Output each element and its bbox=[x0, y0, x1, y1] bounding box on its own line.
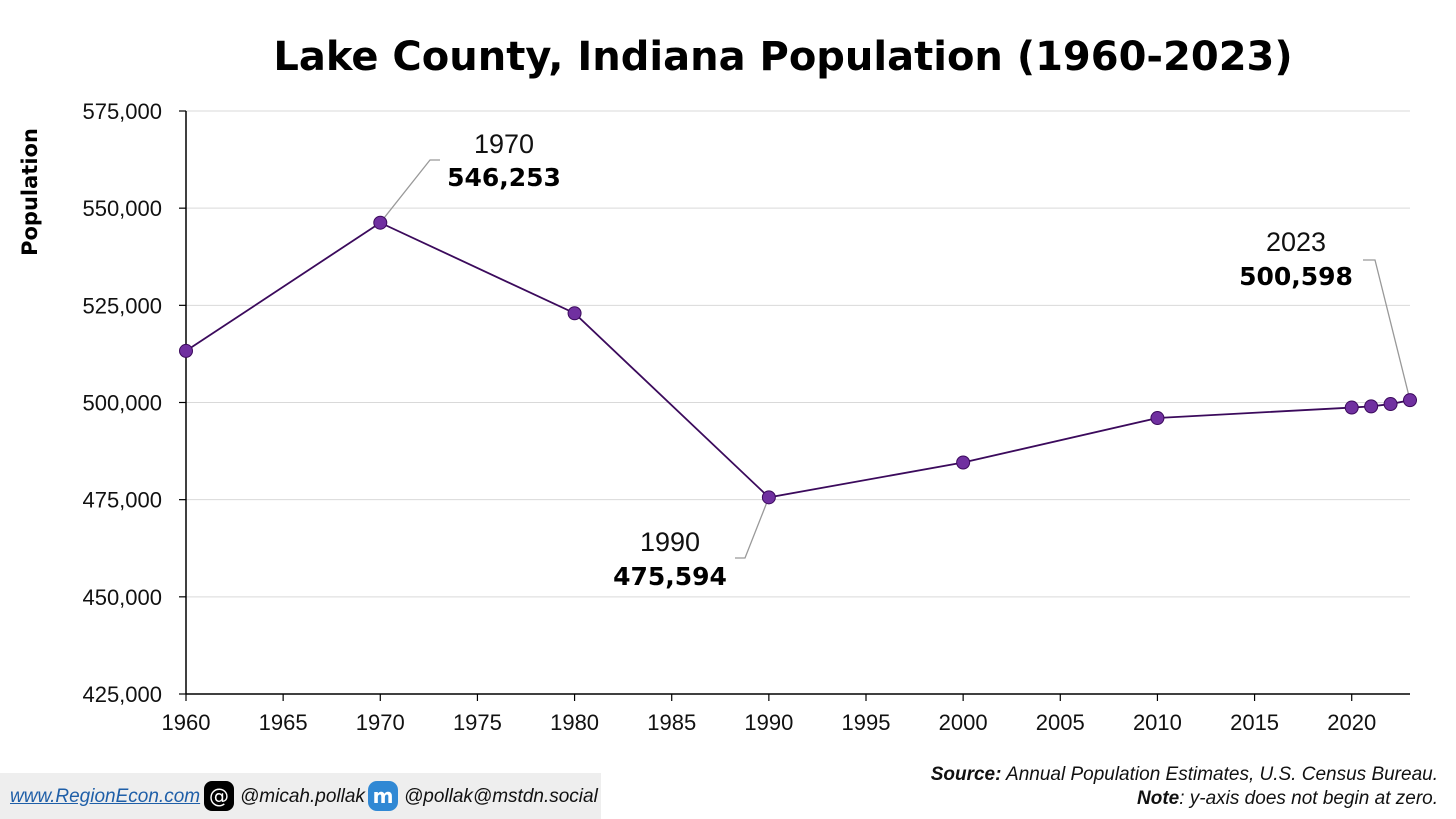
x-tick-label: 1960 bbox=[162, 710, 211, 735]
y-axis-ticks: 425,000 450,000 475,000 500,000 525,000 550,0… bbox=[82, 99, 186, 707]
x-tick-label: 1995 bbox=[842, 710, 891, 735]
y-tick-label: 525,000 bbox=[82, 293, 162, 318]
data-point bbox=[179, 343, 193, 358]
annotation-year-2023: 2023 bbox=[1266, 227, 1326, 257]
threads-handle: @micah.pollak bbox=[240, 786, 365, 807]
annotation-leaders bbox=[379, 159, 1411, 559]
source-label: Source: bbox=[930, 764, 1002, 785]
data-point bbox=[567, 306, 582, 321]
data-point bbox=[1150, 411, 1165, 426]
annotation-year-1970: 1970 bbox=[474, 129, 534, 159]
data-points bbox=[179, 215, 1417, 505]
x-tick-label: 1975 bbox=[453, 710, 502, 735]
data-point bbox=[373, 215, 388, 230]
y-tick-label: 575,000 bbox=[82, 99, 162, 124]
y-tick-label: 425,000 bbox=[82, 682, 162, 707]
annotation-value-1990: 475,594 bbox=[613, 562, 727, 591]
annotation-leader-2023 bbox=[1363, 259, 1411, 401]
x-tick-label: 1970 bbox=[356, 710, 405, 735]
chart-title: Lake County, Indiana Population (1960-20… bbox=[273, 34, 1292, 80]
y-tick-label: 550,000 bbox=[82, 196, 162, 221]
mastodon-handle: @pollak@mstdn.social bbox=[404, 786, 598, 807]
data-point bbox=[956, 455, 971, 470]
threads-icon: @ bbox=[204, 781, 234, 811]
data-point bbox=[761, 490, 776, 505]
source-line: Source: Annual Population Estimates, U.S… bbox=[931, 763, 1438, 787]
annotation-year-1990: 1990 bbox=[640, 527, 700, 557]
data-point bbox=[1364, 399, 1379, 414]
note-text: : y-axis does not begin at zero. bbox=[1179, 788, 1438, 809]
y-tick-label: 450,000 bbox=[82, 585, 162, 610]
x-axis-ticks: 1960 1965 1970 1975 1980 1985 1990 1995 2000 2005… bbox=[162, 694, 1376, 735]
x-tick-label: 1980 bbox=[550, 710, 599, 735]
source-text: Annual Population Estimates, U.S. Census… bbox=[1001, 764, 1438, 785]
y-axis-label: Population bbox=[18, 128, 42, 256]
x-tick-label: 2010 bbox=[1133, 710, 1182, 735]
data-point bbox=[1344, 400, 1359, 415]
x-tick-label: 2005 bbox=[1036, 710, 1085, 735]
data-point bbox=[1403, 393, 1417, 408]
note-line: Note: y-axis does not begin at zero. bbox=[931, 787, 1438, 811]
annotation-value-1970: 546,253 bbox=[447, 163, 561, 192]
series-line bbox=[185, 221, 1411, 499]
website-link[interactable]: www.RegionEcon.com bbox=[10, 786, 201, 807]
annotation-leader-1970 bbox=[379, 159, 440, 224]
source-note: Source: Annual Population Estimates, U.S… bbox=[931, 763, 1438, 811]
x-tick-label: 2000 bbox=[939, 710, 988, 735]
line-chart: Lake County, Indiana Population (1960-20… bbox=[18, 34, 1417, 735]
x-tick-label: 1990 bbox=[744, 710, 793, 735]
footer-social-bar bbox=[0, 773, 601, 819]
y-tick-label: 500,000 bbox=[82, 391, 162, 416]
x-tick-label: 1965 bbox=[259, 710, 308, 735]
x-tick-label: 1985 bbox=[647, 710, 696, 735]
gridlines bbox=[186, 110, 1410, 598]
y-tick-label: 475,000 bbox=[82, 488, 162, 513]
note-label: Note bbox=[1137, 788, 1180, 809]
mastodon-icon: m bbox=[368, 781, 398, 811]
x-tick-label: 2020 bbox=[1327, 710, 1376, 735]
x-tick-label: 2015 bbox=[1230, 710, 1279, 735]
annotation-value-2023: 500,598 bbox=[1239, 262, 1353, 291]
annotation-leader-1990 bbox=[735, 497, 770, 559]
data-point bbox=[1383, 397, 1398, 412]
